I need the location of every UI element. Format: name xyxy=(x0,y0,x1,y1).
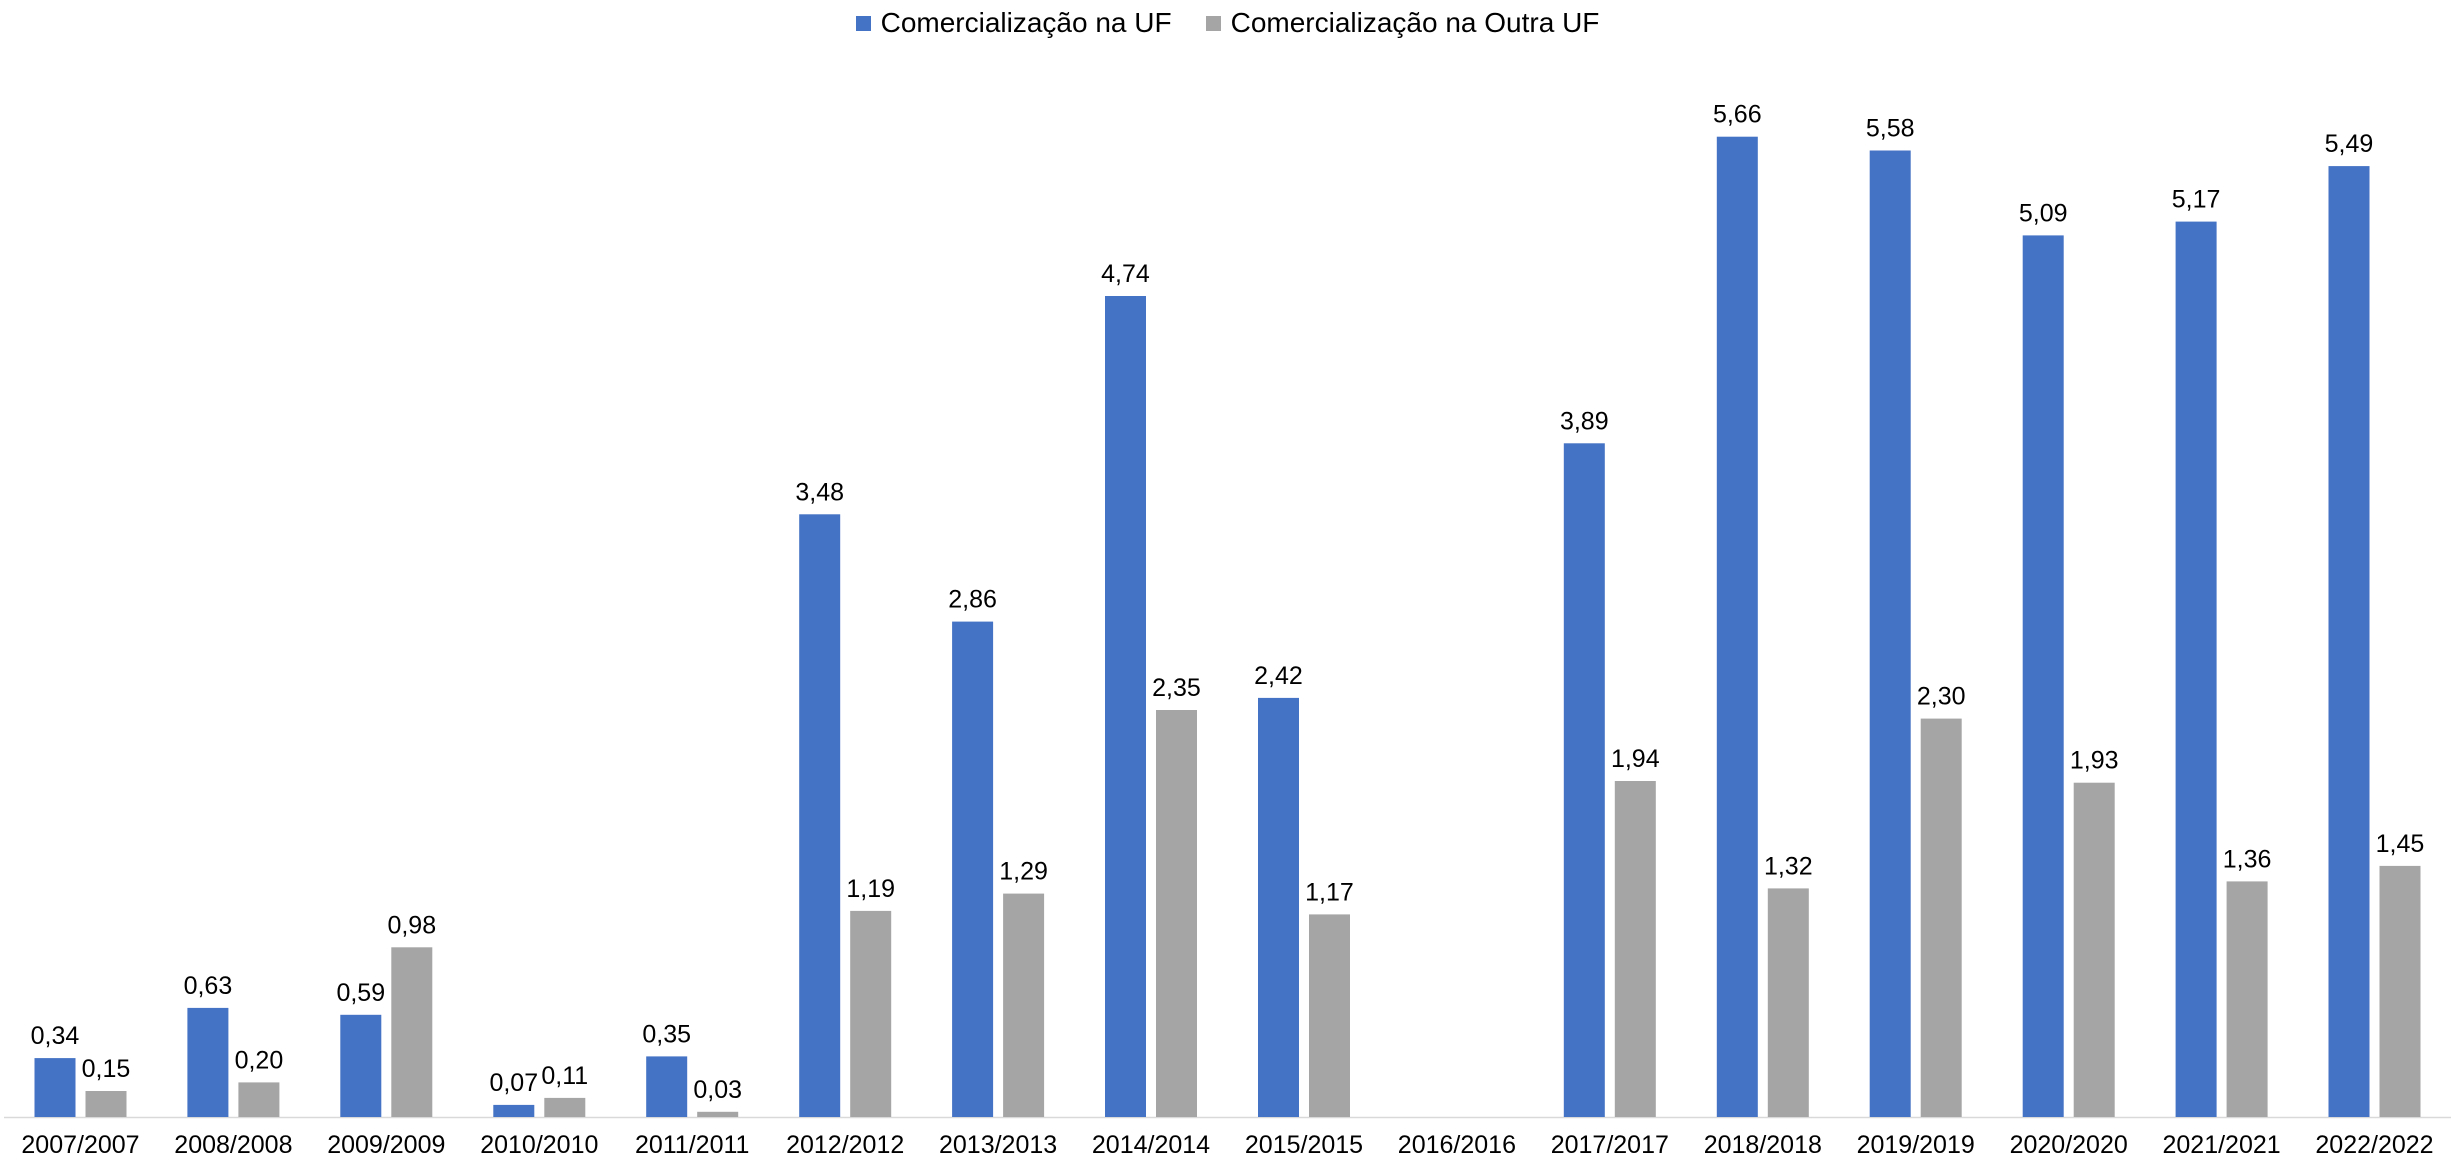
data-label-uf-2019-2019: 5,58 xyxy=(1866,115,1915,143)
legend-item-outra-uf: Comercialização na Outra UF xyxy=(1205,7,1600,39)
bar-uf-2019-2019 xyxy=(1869,150,1911,1117)
data-label-uf-2008-2008: 0,63 xyxy=(184,972,233,1000)
data-label-uf-2014-2014: 4,74 xyxy=(1101,260,1150,288)
bar-uf-2021-2021 xyxy=(2175,221,2217,1118)
data-label-outra-uf-2009-2009: 0,98 xyxy=(387,911,436,939)
bar-outra-uf-2008-2008 xyxy=(238,1082,280,1117)
data-label-outra-uf-2008-2008: 0,20 xyxy=(235,1046,284,1074)
bar-outra-uf-2018-2018 xyxy=(1767,888,1809,1117)
x-tick-label-2010-2010: 2010/2010 xyxy=(480,1131,598,1159)
x-tick-label-2015-2015: 2015/2015 xyxy=(1245,1131,1363,1159)
x-tick-label-2022-2022: 2022/2022 xyxy=(2315,1131,2433,1159)
data-label-uf-2020-2020: 5,09 xyxy=(2019,199,2068,227)
bar-uf-2020-2020 xyxy=(2022,235,2064,1117)
x-tick-label-2011-2011: 2011/2011 xyxy=(635,1131,749,1159)
x-tick-label-2013-2013: 2013/2013 xyxy=(939,1131,1057,1159)
bar-outra-uf-2017-2017 xyxy=(1614,781,1656,1117)
data-label-uf-2013-2013: 2,86 xyxy=(948,586,997,614)
data-label-outra-uf-2021-2021: 1,36 xyxy=(2223,845,2272,873)
data-label-outra-uf-2020-2020: 1,93 xyxy=(2070,747,2119,775)
data-label-outra-uf-2007-2007: 0,15 xyxy=(82,1055,131,1083)
x-tick-label-2019-2019: 2019/2019 xyxy=(1857,1131,1975,1159)
data-label-uf-2018-2018: 5,66 xyxy=(1713,101,1762,129)
data-label-outra-uf-2018-2018: 1,32 xyxy=(1764,852,1813,880)
bar-outra-uf-2015-2015 xyxy=(1309,914,1350,1117)
x-tick-label-2008-2008: 2008/2008 xyxy=(174,1131,292,1159)
data-label-outra-uf-2011-2011: 0,03 xyxy=(693,1076,742,1104)
legend-item-uf: Comercialização na UF xyxy=(855,7,1172,39)
x-tick-label-2014-2014: 2014/2014 xyxy=(1092,1131,1210,1159)
bar-uf-2017-2017 xyxy=(1563,443,1605,1117)
bar-outra-uf-2007-2007 xyxy=(85,1091,127,1117)
bar-outra-uf-2021-2021 xyxy=(2226,881,2268,1117)
x-tick-label-2021-2021: 2021/2021 xyxy=(2163,1131,2281,1159)
data-label-outra-uf-2022-2022: 1,45 xyxy=(2376,830,2425,858)
bar-outra-uf-2022-2022 xyxy=(2379,865,2421,1117)
x-tick-label-2009-2009: 2009/2009 xyxy=(327,1131,445,1159)
data-label-uf-2021-2021: 5,17 xyxy=(2172,186,2221,214)
bar-outra-uf-2014-2014 xyxy=(1156,710,1197,1117)
bar-uf-2007-2007 xyxy=(34,1058,76,1117)
data-label-uf-2015-2015: 2,42 xyxy=(1254,662,1303,690)
bar-uf-2008-2008 xyxy=(187,1007,229,1117)
bar-uf-2010-2010 xyxy=(493,1104,535,1117)
bar-outra-uf-2011-2011 xyxy=(697,1111,739,1117)
data-label-outra-uf-2010-2010: 0,11 xyxy=(541,1062,588,1090)
legend-label-outra-uf: Comercialização na Outra UF xyxy=(1230,7,1600,38)
bar-uf-2014-2014 xyxy=(1105,296,1146,1117)
x-tick-label-2020-2020: 2020/2020 xyxy=(2010,1131,2128,1159)
data-label-outra-uf-2014-2014: 2,35 xyxy=(1152,674,1201,702)
legend-swatch-uf xyxy=(855,15,871,31)
x-tick-label-2012-2012: 2012/2012 xyxy=(786,1131,904,1159)
bar-uf-2011-2011 xyxy=(646,1056,688,1117)
data-label-uf-2010-2010: 0,07 xyxy=(489,1069,538,1097)
x-tick-label-2016-2016: 2016/2016 xyxy=(1398,1131,1516,1159)
data-label-outra-uf-2019-2019: 2,30 xyxy=(1917,683,1966,711)
bar-uf-2012-2012 xyxy=(799,514,841,1117)
data-label-uf-2007-2007: 0,34 xyxy=(31,1022,80,1050)
bar-outra-uf-2019-2019 xyxy=(1920,718,1962,1117)
bar-uf-2009-2009 xyxy=(340,1014,382,1117)
data-label-outra-uf-2017-2017: 1,94 xyxy=(1611,745,1660,773)
bar-outra-uf-2009-2009 xyxy=(391,947,433,1117)
bar-uf-2015-2015 xyxy=(1258,697,1299,1117)
bar-uf-2013-2013 xyxy=(952,621,994,1117)
x-tick-label-2017-2017: 2017/2017 xyxy=(1551,1131,1669,1159)
legend-swatch-outra-uf xyxy=(1205,15,1221,31)
x-tick-label-2018-2018: 2018/2018 xyxy=(1704,1131,1822,1159)
bar-outra-uf-2013-2013 xyxy=(1003,893,1045,1117)
data-label-uf-2017-2017: 3,89 xyxy=(1560,407,1609,435)
data-label-uf-2012-2012: 3,48 xyxy=(795,478,844,506)
bar-outra-uf-2012-2012 xyxy=(850,910,892,1117)
legend: Comercialização na UF Comercialização na… xyxy=(0,0,2455,46)
data-label-uf-2022-2022: 5,49 xyxy=(2325,130,2374,158)
bar-outra-uf-2020-2020 xyxy=(2073,782,2115,1117)
bar-uf-2022-2022 xyxy=(2328,166,2370,1118)
data-label-outra-uf-2013-2013: 1,29 xyxy=(999,858,1048,886)
legend-label-uf: Comercialização na UF xyxy=(880,7,1172,38)
data-label-uf-2011-2011: 0,35 xyxy=(642,1020,691,1048)
data-label-outra-uf-2015-2015: 1,17 xyxy=(1305,878,1354,906)
data-label-uf-2009-2009: 0,59 xyxy=(336,979,385,1007)
data-label-outra-uf-2012-2012: 1,19 xyxy=(846,875,895,903)
bar-outra-uf-2010-2010 xyxy=(544,1097,586,1117)
x-tick-label-2007-2007: 2007/2007 xyxy=(21,1131,139,1159)
bar-uf-2018-2018 xyxy=(1716,136,1758,1117)
